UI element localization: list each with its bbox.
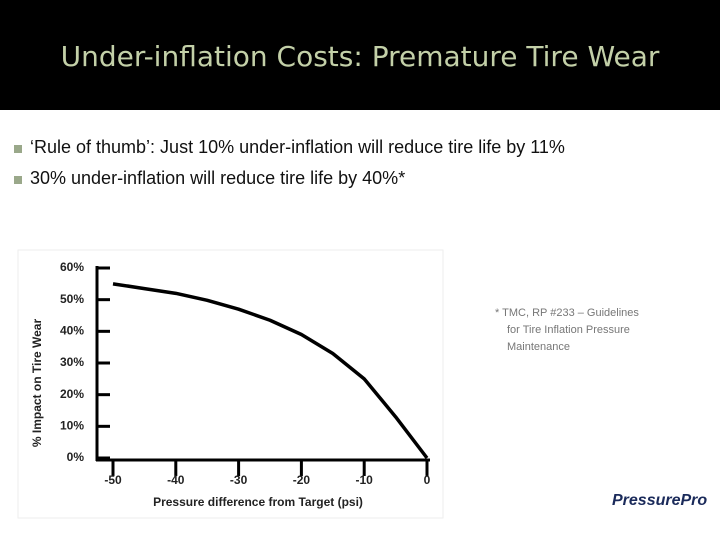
bullet: ‘Rule of thumb’: Just 10% under-inflatio… — [30, 137, 565, 157]
slide-title: Under-inflation Costs: Premature Tire We… — [60, 40, 660, 73]
footnote-line: * TMC, RP #233 – Guidelines — [495, 307, 639, 319]
bullet-marker — [14, 145, 22, 153]
y-tick-label: 30% — [60, 355, 84, 369]
y-tick-label: 40% — [60, 324, 84, 338]
data-line — [112, 282, 429, 460]
footnote-line: for Tire Inflation Pressure — [507, 324, 630, 336]
footnote: * TMC, RP #233 – Guidelines for Tire Inf… — [495, 305, 639, 356]
x-tick-label: -10 — [356, 473, 374, 487]
y-tick-label: 50% — [60, 292, 84, 306]
y-tick-label: 20% — [60, 387, 84, 401]
x-axis-label: Pressure difference from Target (psi) — [153, 495, 363, 509]
y-tick-label: 10% — [60, 419, 84, 433]
x-tick-label: -40 — [167, 473, 185, 487]
bullet-marker — [14, 176, 22, 184]
bullet: 30% under-inflation will reduce tire lif… — [30, 168, 406, 188]
chart-panel — [17, 249, 444, 519]
footnote-line: Maintenance — [507, 341, 570, 353]
x-tick-label: -50 — [104, 473, 122, 487]
x-tick-label: 0 — [424, 473, 431, 487]
header-band — [0, 0, 720, 110]
logo: PressurePro — [612, 492, 708, 509]
y-tick-label: 60% — [60, 260, 84, 274]
x-tick-label: -30 — [230, 473, 248, 487]
x-tick-label: -20 — [293, 473, 311, 487]
y-axis-label: % Impact on Tire Wear — [30, 319, 44, 448]
y-tick-label: 0% — [67, 450, 85, 464]
